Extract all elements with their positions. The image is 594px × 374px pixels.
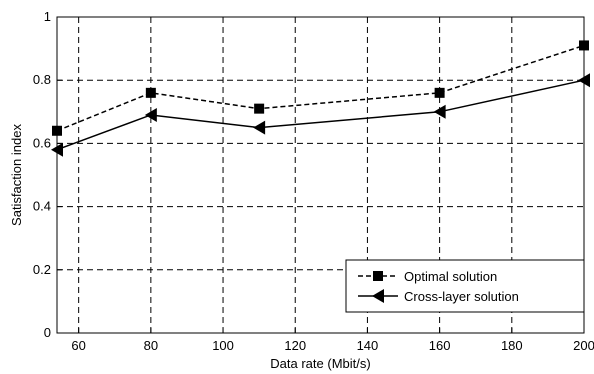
series-line [56,44,585,132]
series [51,40,590,157]
legend: Optimal solution Cross-layer solution [345,259,585,313]
y-tick-label: 0.6 [33,135,51,150]
y-axis-label: Satisfaction index [9,124,24,226]
data-point [578,73,590,88]
data-point [579,40,589,51]
x-tick-label: 200 [573,338,594,353]
data-point [144,107,157,122]
data-point [253,120,266,135]
x-tick-label: 160 [429,338,451,353]
y-tick-label: 0.4 [33,199,51,214]
series-2 [51,73,590,157]
series-1 [52,40,589,136]
legend-swatch-marker [372,289,384,303]
legend-entry: Cross-layer solution [404,289,519,304]
plot-frame [56,16,585,334]
x-tick-label: 80 [144,338,158,353]
legend-box [345,259,585,313]
legend-swatch-marker [373,271,383,281]
x-tick-label: 180 [501,338,523,353]
x-tick-label: 120 [284,338,306,353]
data-point [433,104,446,119]
y-tick-label: 0.8 [33,72,51,87]
x-axis-label: Data rate (Mbit/s) [270,356,370,371]
legend-entry: Optimal solution [404,269,497,284]
axes: 60 80 100 120 140 160 180 200 0 0.2 0.4 0.6 0.8 1 [33,9,594,353]
x-tick-label: 100 [212,338,234,353]
data-point [145,87,156,98]
y-tick-label: 0.2 [33,262,51,277]
series-line [56,79,585,151]
y-tick-label: 0 [44,325,51,340]
data-point [434,87,445,98]
x-tick-label: 60 [71,338,85,353]
data-point [254,103,265,114]
x-tick-label: 140 [357,338,379,353]
y-tick-label: 1 [44,9,51,24]
data-point [51,142,63,157]
data-point [52,125,62,136]
